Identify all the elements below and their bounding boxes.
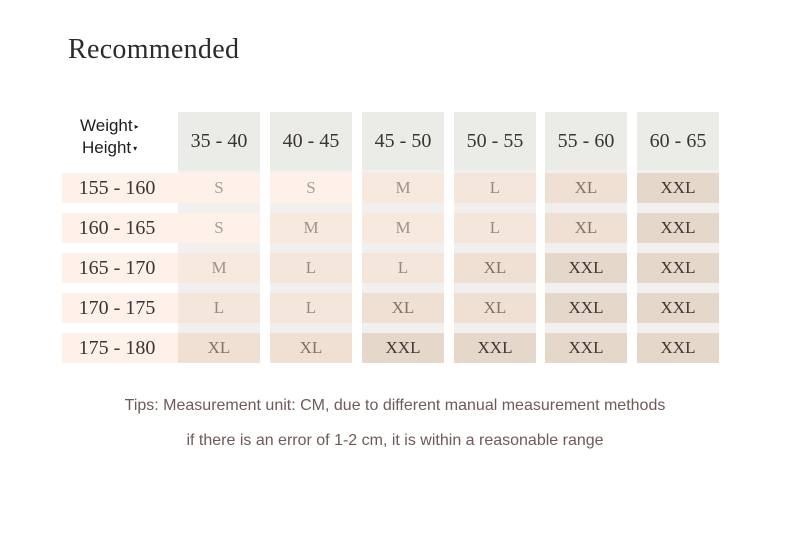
size-cell: XXL bbox=[637, 173, 719, 203]
weight-column-header: 60 - 65 bbox=[637, 112, 719, 170]
weight-column-header: 45 - 50 bbox=[362, 112, 444, 170]
size-cell: L bbox=[270, 293, 352, 323]
height-row-label: 155 - 160 bbox=[78, 176, 156, 199]
height-axis-label: Height ▾ bbox=[82, 138, 137, 158]
size-cell: XL bbox=[362, 293, 444, 323]
row-label-band bbox=[62, 333, 178, 363]
height-label-text: Height bbox=[82, 138, 132, 157]
size-cell: XXL bbox=[637, 293, 719, 323]
height-row-label: 170 - 175 bbox=[78, 296, 156, 319]
table-corner-header: Weight ▸ Height ▾ bbox=[62, 112, 172, 170]
arrow-right-icon: ▸ bbox=[134, 122, 139, 132]
size-cell: XXL bbox=[637, 213, 719, 243]
weight-axis-label: Weight ▸ bbox=[80, 116, 139, 136]
weight-column-header: 35 - 40 bbox=[178, 112, 260, 170]
weight-column-header: 40 - 45 bbox=[270, 112, 352, 170]
size-cell: XL bbox=[545, 173, 627, 203]
row-label-band bbox=[62, 253, 178, 283]
row-label-band bbox=[62, 293, 178, 323]
tips-line-1: Tips: Measurement unit: CM, due to diffe… bbox=[124, 397, 666, 414]
size-cell: XL bbox=[270, 333, 352, 363]
height-row-label: 175 - 180 bbox=[78, 336, 156, 359]
arrow-down-icon: ▾ bbox=[133, 144, 138, 154]
size-cell: S bbox=[178, 213, 260, 243]
weight-column-header: 50 - 55 bbox=[454, 112, 536, 170]
size-cell: XXL bbox=[362, 333, 444, 363]
size-cell: M bbox=[178, 253, 260, 283]
size-cell: M bbox=[362, 213, 444, 243]
tips-line-2: if there is an error of 1-2 cm, it is wi… bbox=[186, 432, 604, 449]
size-cell: XL bbox=[454, 253, 536, 283]
size-cell: S bbox=[178, 173, 260, 203]
size-cell: XXL bbox=[545, 253, 627, 283]
size-cell: M bbox=[270, 213, 352, 243]
size-cell: XXL bbox=[545, 293, 627, 323]
size-cell: XL bbox=[545, 213, 627, 243]
size-cell: XXL bbox=[637, 333, 719, 363]
height-row-label: 165 - 170 bbox=[78, 256, 156, 279]
size-cell: XXL bbox=[454, 333, 536, 363]
weight-column-header: 55 - 60 bbox=[545, 112, 627, 170]
size-cell: XXL bbox=[545, 333, 627, 363]
size-cell: L bbox=[178, 293, 260, 323]
size-cell: L bbox=[454, 173, 536, 203]
row-label-band bbox=[62, 173, 178, 203]
height-row-label: 160 - 165 bbox=[78, 216, 156, 239]
size-cell: XL bbox=[454, 293, 536, 323]
size-cell: L bbox=[270, 253, 352, 283]
size-cell: L bbox=[362, 253, 444, 283]
size-cell: XXL bbox=[637, 253, 719, 283]
weight-label-text: Weight bbox=[80, 116, 133, 135]
row-label-band bbox=[62, 213, 178, 243]
page-title: Recommended bbox=[68, 34, 240, 65]
size-cell: M bbox=[362, 173, 444, 203]
size-cell: XL bbox=[178, 333, 260, 363]
size-cell: L bbox=[454, 213, 536, 243]
size-cell: S bbox=[270, 173, 352, 203]
